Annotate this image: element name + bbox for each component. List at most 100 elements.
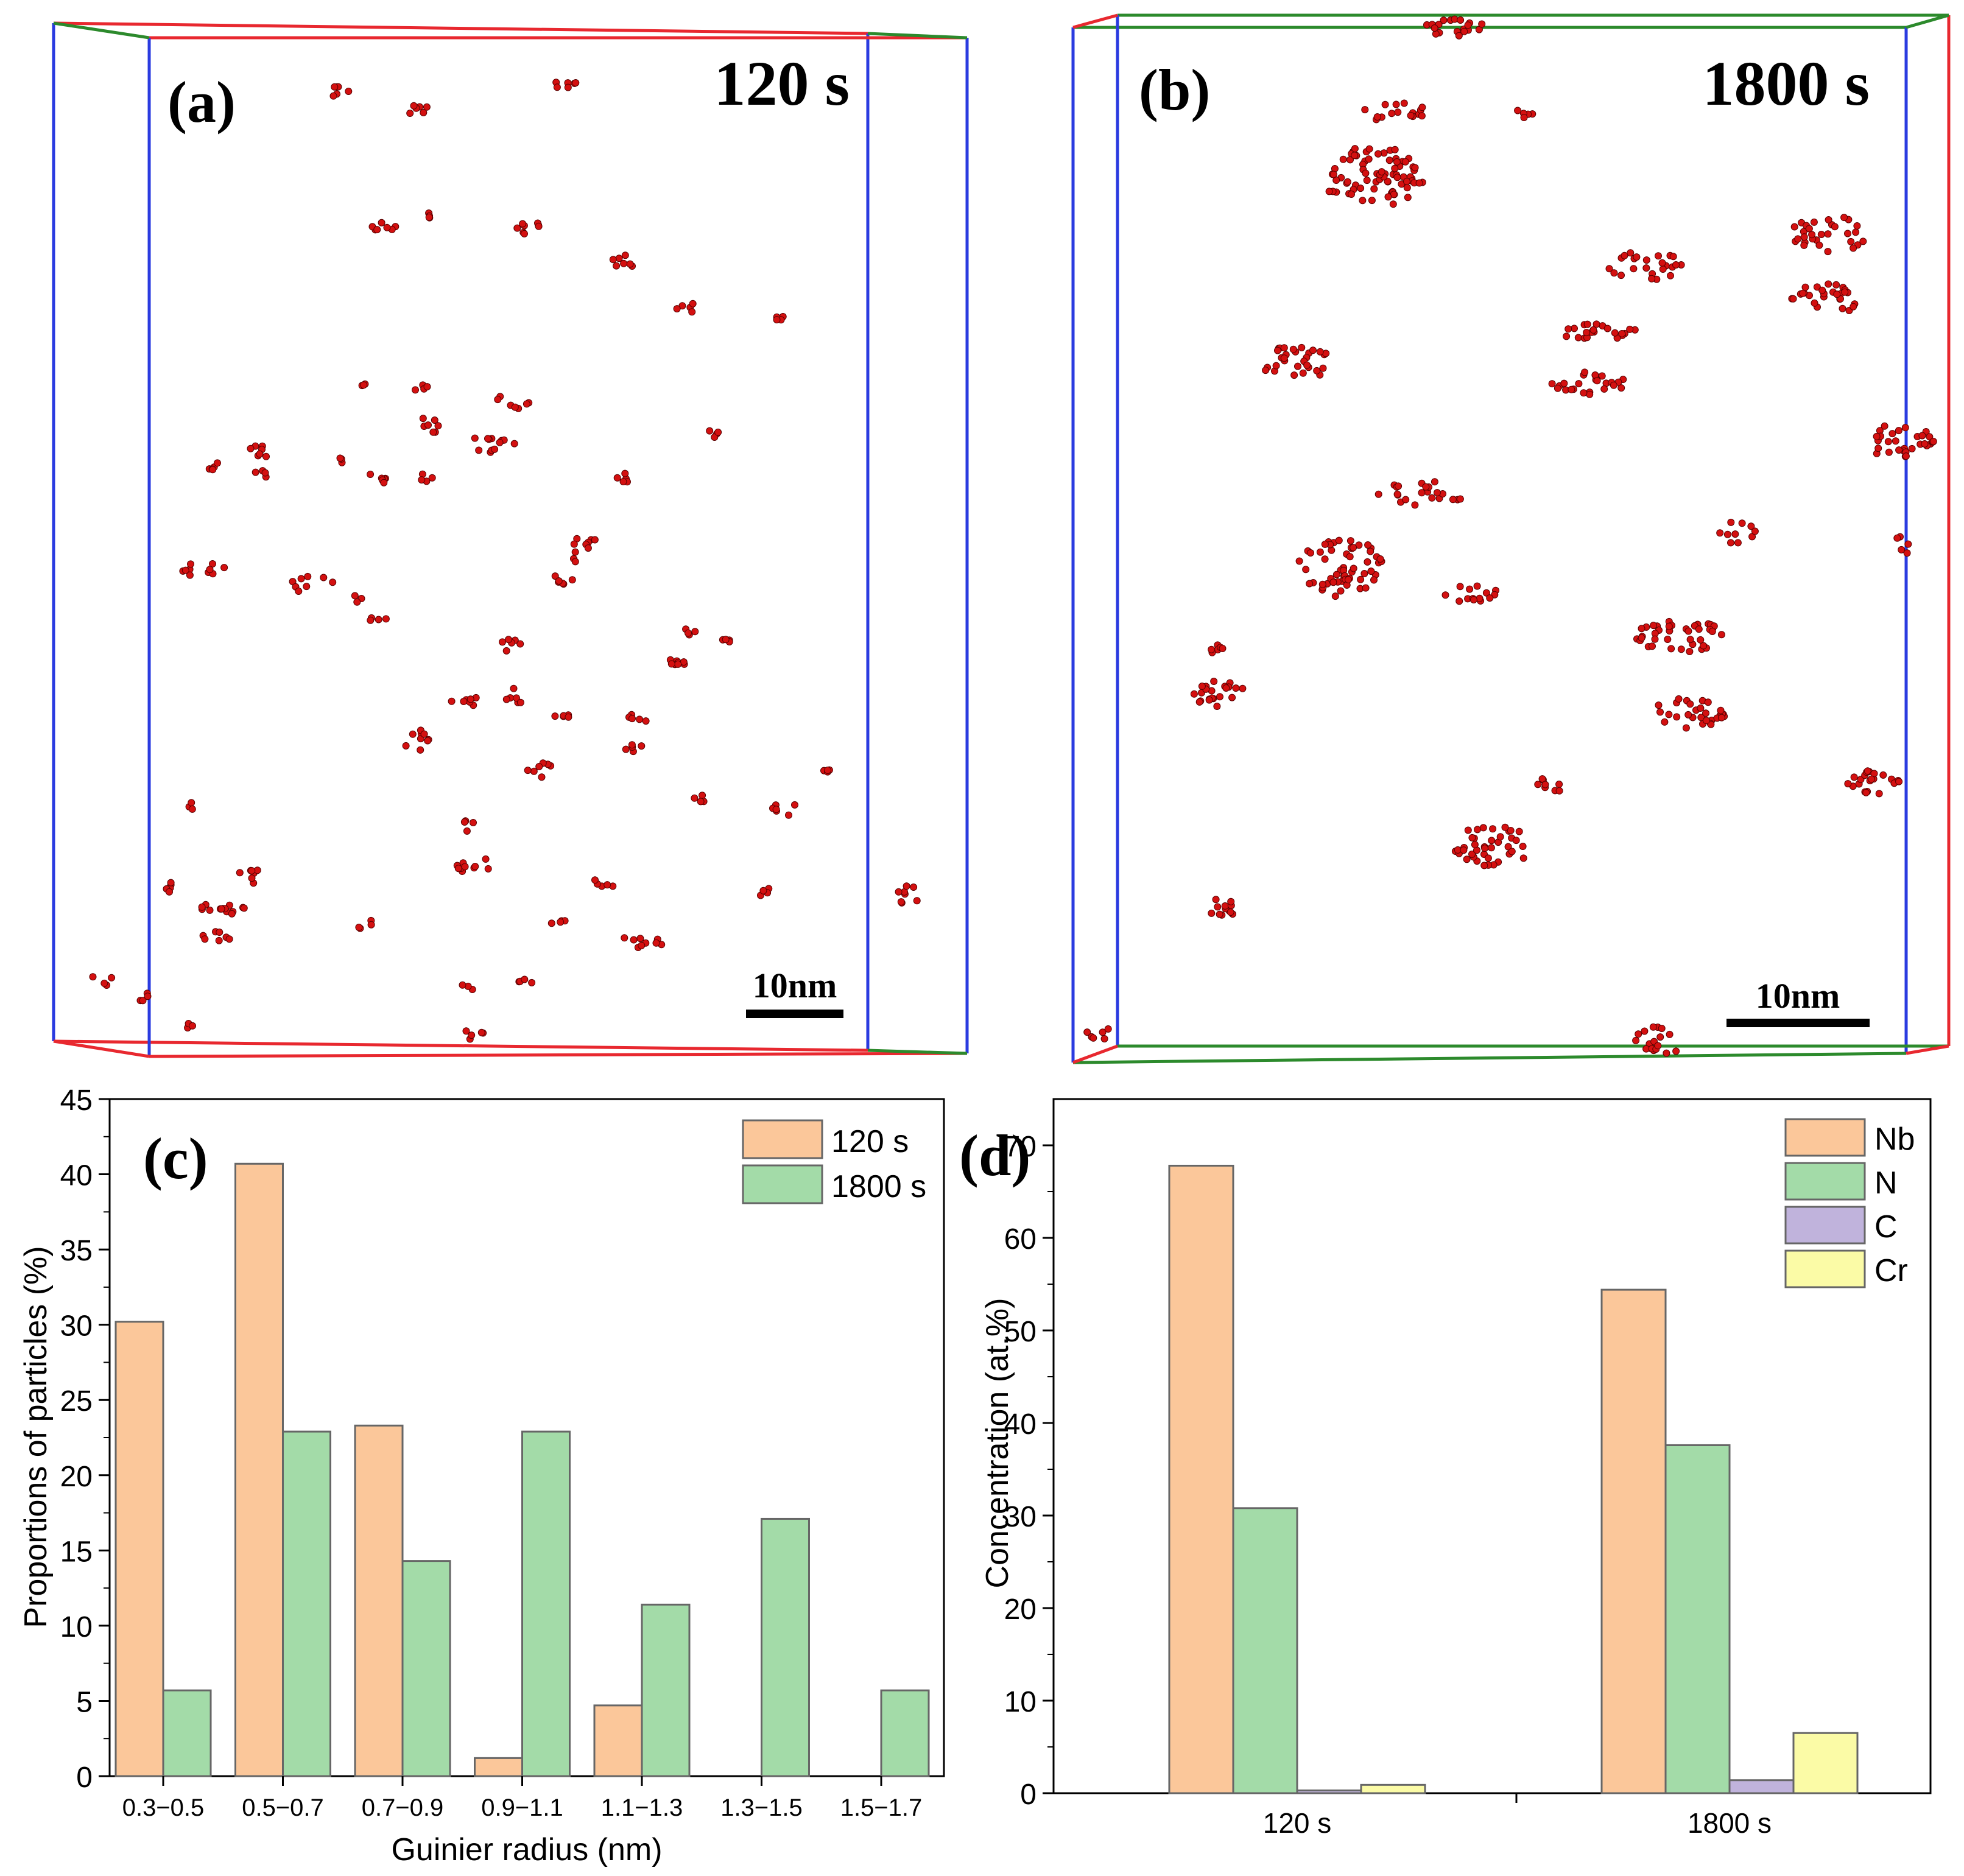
x-tick-label: 0.3−0.5 (122, 1794, 205, 1821)
atom (1815, 241, 1823, 249)
atom (382, 615, 390, 623)
atom (685, 629, 692, 637)
atom (1480, 862, 1488, 869)
y-tick-label: 35 (60, 1235, 93, 1267)
atom (1361, 106, 1369, 114)
atom (448, 697, 456, 705)
atom (297, 575, 305, 583)
atom (667, 660, 675, 668)
y-tick-label: 40 (60, 1160, 93, 1192)
atom (256, 450, 264, 458)
atom (1357, 184, 1365, 192)
atom (166, 888, 173, 896)
atom (329, 92, 337, 100)
atom (1468, 850, 1476, 858)
atom (1295, 557, 1303, 565)
atom (1364, 541, 1372, 549)
atom (380, 479, 388, 487)
atom (913, 897, 921, 905)
atom (248, 867, 256, 874)
atom (1100, 1035, 1108, 1042)
atom (622, 745, 630, 753)
atom (1555, 787, 1563, 795)
y-tick-label: 40 (1004, 1408, 1037, 1441)
atom (460, 818, 468, 826)
atom (1568, 385, 1575, 393)
atom (1554, 384, 1561, 392)
atom (1316, 348, 1324, 356)
atom (186, 571, 194, 579)
atom (262, 452, 270, 460)
atom (1818, 286, 1826, 294)
atom (1391, 164, 1399, 172)
atom (1370, 576, 1378, 584)
atom (1789, 295, 1797, 303)
atom (429, 428, 437, 436)
atom (1351, 145, 1359, 153)
precipitate-clusters (1083, 15, 1937, 1057)
atom (1565, 325, 1572, 333)
atom (406, 110, 414, 117)
panel-label-d: (d) (959, 1123, 1030, 1188)
atom (424, 737, 432, 745)
box-edge (53, 21, 150, 40)
atom (1222, 684, 1230, 692)
legend-label-1800s: 1800 s (831, 1169, 926, 1204)
atom (462, 1027, 470, 1035)
atom (555, 577, 563, 585)
atom (1635, 1030, 1642, 1038)
atom (417, 746, 424, 754)
atom (1811, 299, 1818, 307)
atom (1365, 145, 1373, 153)
bar-C-0 (1296, 1789, 1362, 1794)
atom (510, 684, 518, 692)
atom (1089, 1034, 1097, 1042)
plot-frame (1052, 1098, 1932, 1794)
atom (1478, 20, 1486, 28)
atom (1862, 789, 1870, 796)
bar-1800s-3 (521, 1430, 571, 1777)
atom (1697, 636, 1705, 644)
atom (502, 695, 510, 703)
box-edge (1906, 1044, 1949, 1055)
atom (1850, 303, 1857, 311)
atom (1487, 844, 1495, 852)
legend-label-C: C (1874, 1209, 1898, 1245)
atom (1374, 490, 1382, 498)
atom (1208, 645, 1216, 653)
legend: 120 s 1800 s (742, 1119, 926, 1204)
chart-concentration: 0 10 20 30 40 50 60 70 120 s 1800 s (d) Concentr… (959, 1098, 1932, 1839)
atom (1507, 827, 1515, 834)
atom (1210, 678, 1218, 685)
atom (1519, 843, 1527, 850)
atom (524, 767, 532, 775)
atom (1221, 902, 1229, 910)
atom (1810, 218, 1818, 226)
atom (1708, 628, 1716, 635)
atom (1307, 549, 1314, 557)
atom (1474, 826, 1481, 834)
atom (1332, 571, 1340, 578)
box-edge (1072, 13, 1118, 29)
atom (240, 904, 248, 912)
x-tick-label: 1.1−1.3 (601, 1794, 683, 1821)
atom (626, 260, 634, 268)
atom (402, 742, 410, 750)
x-tick-label: 120 s (1263, 1807, 1332, 1839)
bar-N-0 (1232, 1507, 1298, 1794)
atom (1898, 546, 1906, 553)
atom (1895, 427, 1902, 435)
atom (642, 717, 650, 725)
atom (1488, 837, 1496, 845)
atom (1641, 1027, 1649, 1035)
atom (1903, 549, 1911, 557)
box-edge (867, 1049, 968, 1055)
panel-label-b: (b) (1139, 57, 1210, 122)
bar-Cr-1 (1792, 1732, 1859, 1794)
atom (303, 583, 311, 591)
atom (1363, 177, 1371, 184)
atom (1393, 158, 1401, 166)
atom (652, 939, 660, 947)
atom (1661, 718, 1669, 726)
atom (1727, 518, 1735, 526)
